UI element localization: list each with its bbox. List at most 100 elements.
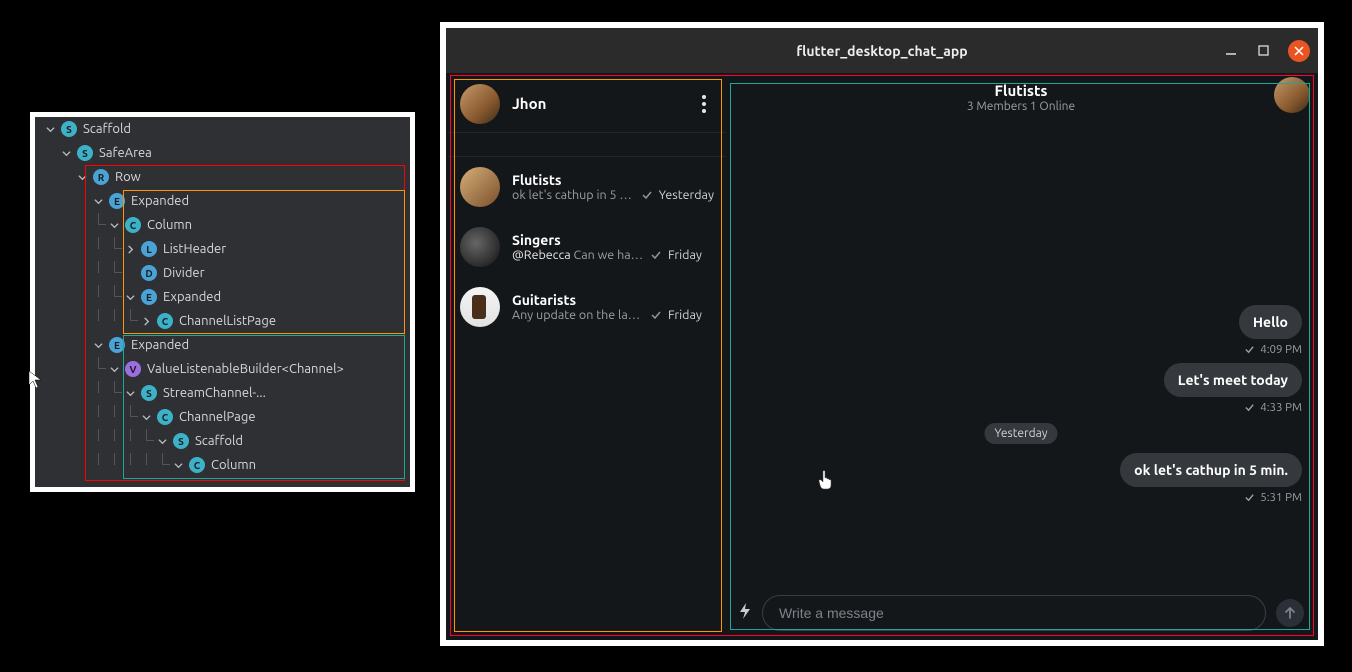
- read-check-icon: [650, 309, 662, 321]
- channel-timestamp: Friday: [668, 308, 702, 322]
- chevron-icon[interactable]: [139, 314, 153, 328]
- channel-list-sidebar: Jhon Flutistsok let's cathup in 5 min.Ye…: [448, 75, 726, 638]
- system-cursor-icon: [28, 370, 42, 394]
- message-time: 4:09 PM: [1260, 343, 1302, 356]
- widget-type-badge: C: [125, 217, 141, 233]
- pointer-cursor-icon: [816, 469, 836, 495]
- tree-node-label: Scaffold: [83, 122, 131, 136]
- window-minimize-button[interactable]: [1224, 44, 1238, 58]
- tree-node[interactable]: S Scaffold: [35, 117, 410, 141]
- chevron-icon[interactable]: [107, 218, 121, 232]
- read-check-icon: [650, 249, 662, 261]
- channel-avatar: [460, 227, 500, 267]
- read-check-icon: [1244, 492, 1255, 503]
- tree-node[interactable]: S Scaffold: [35, 429, 410, 453]
- message-list[interactable]: Hello 4:09 PM Let's meet today 4:33 PM Y…: [726, 119, 1316, 588]
- widget-type-badge: E: [109, 193, 125, 209]
- widget-type-badge: S: [77, 145, 93, 161]
- channel-meta: Singers@Rebecca Can we have a...Friday: [512, 232, 714, 262]
- tree-node[interactable]: R Row: [35, 165, 410, 189]
- message-row: ok let's cathup in 5 min. 5:31 PM: [1120, 453, 1302, 504]
- channel-title: Flutists: [994, 82, 1047, 99]
- channel-page: Flutists 3 Members 1 Online Hello 4:09 P…: [726, 75, 1316, 638]
- chevron-icon[interactable]: [155, 434, 169, 448]
- channel-list-item[interactable]: Flutistsok let's cathup in 5 min.Yesterd…: [448, 157, 726, 217]
- channel-preview: Any update on the latest ...: [512, 308, 644, 322]
- tree-node[interactable]: CColumn: [35, 453, 410, 477]
- message-bubble[interactable]: ok let's cathup in 5 min.: [1120, 453, 1302, 487]
- tree-node-label: Expanded: [131, 338, 189, 352]
- window-titlebar[interactable]: flutter_desktop_chat_app: [446, 28, 1318, 73]
- channel-avatar[interactable]: [1274, 77, 1310, 113]
- tree-node[interactable]: C Column: [35, 213, 410, 237]
- chevron-icon[interactable]: [91, 194, 105, 208]
- widget-type-badge: C: [189, 457, 205, 473]
- more-menu-icon[interactable]: [694, 94, 714, 114]
- tree-node[interactable]: E Expanded: [35, 189, 410, 213]
- tree-node[interactable]: E Expanded: [35, 333, 410, 357]
- channel-avatar: [460, 287, 500, 327]
- tree-node[interactable]: DDivider: [35, 261, 410, 285]
- tree-node-label: Scaffold: [195, 434, 243, 448]
- widget-tree-panel: SScaffoldSSafeAreaRRowEExpandedCColumnLL…: [30, 112, 415, 492]
- widget-type-badge: L: [141, 241, 157, 257]
- tree-node[interactable]: EExpanded: [35, 285, 410, 309]
- channel-timestamp: Yesterday: [659, 188, 714, 202]
- chevron-icon[interactable]: [91, 338, 105, 352]
- message-input[interactable]: [762, 595, 1266, 631]
- tree-node[interactable]: C ChannelPage: [35, 405, 410, 429]
- message-bubble[interactable]: Let's meet today: [1164, 363, 1302, 397]
- tree-node-label: ValueListenableBuilder<Channel>: [147, 362, 344, 376]
- user-avatar[interactable]: [460, 84, 500, 124]
- channel-name: Flutists: [512, 172, 561, 188]
- message-bubble[interactable]: Hello: [1239, 305, 1302, 339]
- read-check-icon: [1244, 402, 1255, 413]
- tree-node-label: Divider: [163, 266, 205, 280]
- chevron-icon[interactable]: [75, 170, 89, 184]
- user-name: Jhon: [512, 95, 694, 112]
- widget-type-badge: S: [173, 433, 189, 449]
- tree-node[interactable]: SStreamChannel-...: [35, 381, 410, 405]
- channel-header: Flutists 3 Members 1 Online: [726, 75, 1316, 119]
- message-meta: 4:09 PM: [1244, 343, 1302, 356]
- tree-node[interactable]: C ChannelListPage: [35, 309, 410, 333]
- widget-type-badge: C: [157, 409, 173, 425]
- channel-list-item[interactable]: GuitaristsAny update on the latest ... Fr…: [448, 277, 726, 337]
- channel-timestamp: Friday: [668, 248, 702, 262]
- tree-node-label: ChannelListPage: [179, 314, 276, 328]
- message-time: 5:31 PM: [1260, 491, 1302, 504]
- chevron-icon[interactable]: [59, 146, 73, 160]
- sidebar-divider: [448, 133, 726, 157]
- tree-node-label: ChannelPage: [179, 410, 256, 424]
- chevron-icon[interactable]: [171, 458, 185, 472]
- tree-node[interactable]: S SafeArea: [35, 141, 410, 165]
- chevron-icon[interactable]: [107, 362, 121, 376]
- channel-list-item[interactable]: Singers@Rebecca Can we have a...Friday: [448, 217, 726, 277]
- message-row: Let's meet today 4:33 PM: [1164, 363, 1302, 414]
- tree-node-label: Expanded: [131, 194, 189, 208]
- window-close-button[interactable]: [1288, 40, 1310, 62]
- widget-type-badge: C: [157, 313, 173, 329]
- send-button[interactable]: [1276, 599, 1304, 627]
- channel-subtitle: 3 Members 1 Online: [967, 100, 1075, 113]
- widget-type-badge: R: [93, 169, 109, 185]
- chevron-icon[interactable]: [123, 266, 137, 280]
- window-maximize-button[interactable]: [1256, 44, 1270, 58]
- chevron-icon[interactable]: [139, 410, 153, 424]
- tree-node-label: SafeArea: [99, 146, 152, 160]
- channel-name: Guitarists: [512, 292, 576, 308]
- chevron-icon[interactable]: [43, 122, 57, 136]
- chevron-icon[interactable]: [123, 290, 137, 304]
- chevron-icon[interactable]: [123, 242, 137, 256]
- chevron-icon[interactable]: [123, 386, 137, 400]
- widget-type-badge: S: [61, 121, 77, 137]
- lightning-icon[interactable]: [738, 602, 752, 624]
- tree-node[interactable]: VValueListenableBuilder<Channel>: [35, 357, 410, 381]
- tree-node-label: Row: [115, 170, 141, 184]
- tree-node-label: Column: [147, 218, 192, 232]
- window-title: flutter_desktop_chat_app: [796, 43, 967, 59]
- widget-type-badge: E: [109, 337, 125, 353]
- read-check-icon: [1244, 344, 1255, 355]
- tree-node[interactable]: LListHeader: [35, 237, 410, 261]
- message-meta: 4:33 PM: [1244, 401, 1302, 414]
